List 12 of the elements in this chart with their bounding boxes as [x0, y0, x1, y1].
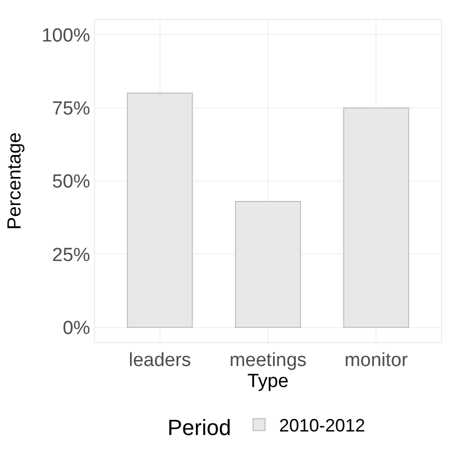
y-tick-label: 75%	[52, 98, 90, 120]
x-tick-label: meetings	[229, 350, 307, 371]
y-tick-label: 25%	[52, 244, 90, 266]
y-tick-label: 100%	[42, 25, 90, 46]
x-tick-label: leaders	[128, 350, 192, 371]
x-axis-title: Type	[247, 370, 289, 392]
y-axis-title: Percentage	[4, 132, 26, 230]
legend-title: Period	[168, 415, 232, 440]
y-tick-label: 50%	[52, 172, 90, 193]
legend-label: 2010-2012	[279, 416, 366, 436]
y-tick-label: 0%	[62, 318, 90, 340]
x-tick-label: monitor	[344, 350, 408, 371]
